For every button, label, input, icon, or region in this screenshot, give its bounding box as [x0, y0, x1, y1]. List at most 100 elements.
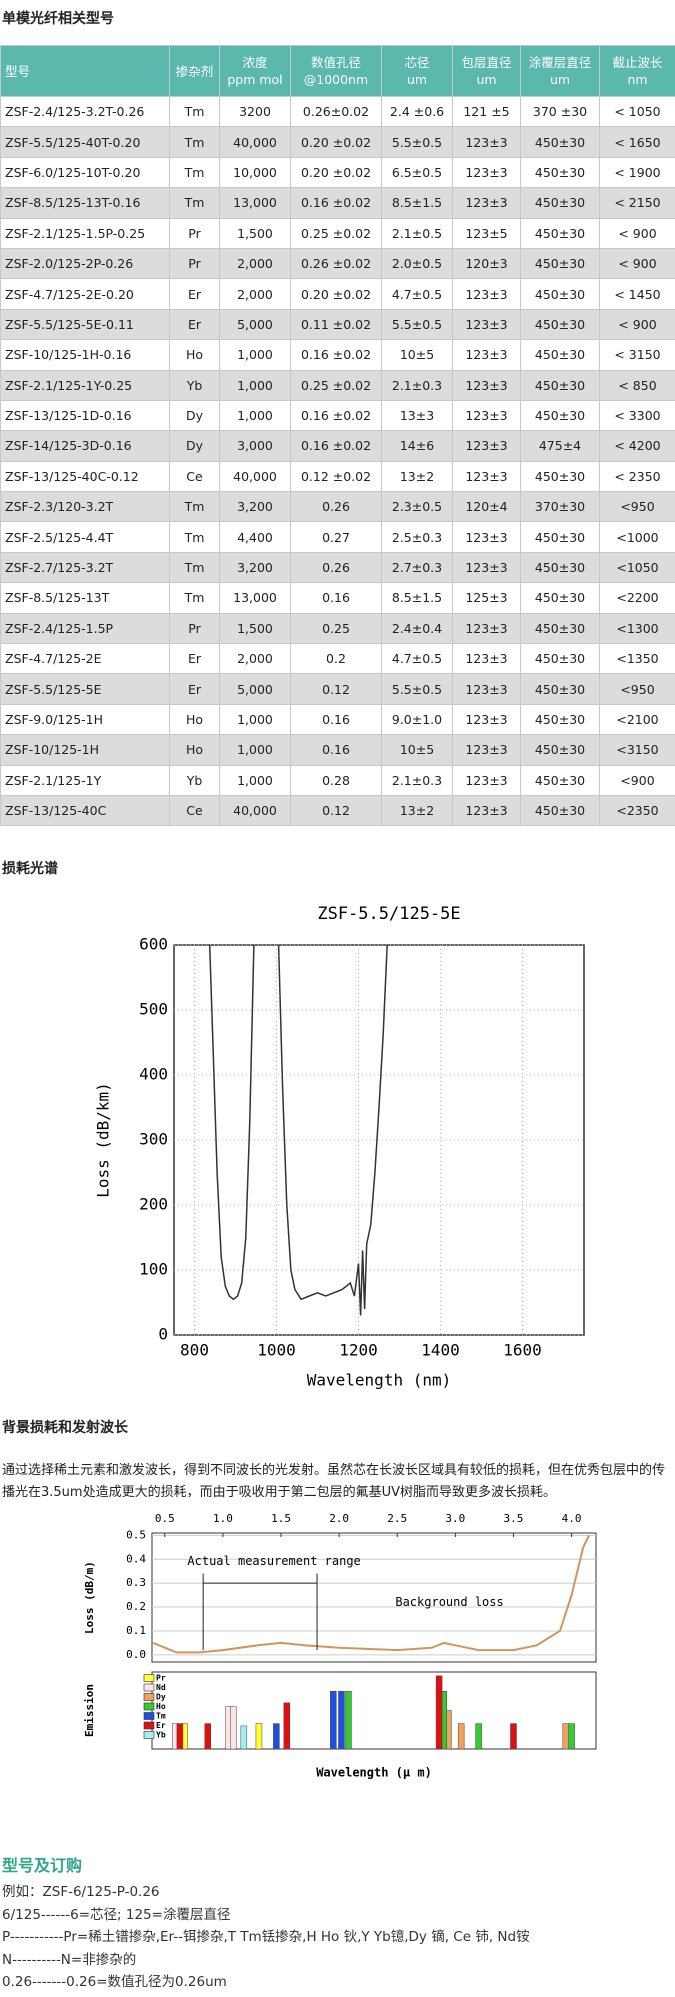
bar — [562, 1723, 570, 1750]
table-cell: 1,500 — [219, 217, 291, 249]
table-cell: ZSF-8.5/125-13T-0.16 — [0, 187, 170, 219]
table-cell: 123±3 — [452, 126, 521, 158]
table-cell: ZSF-4.7/125-2E — [0, 643, 170, 675]
table-cell: ZSF-2.1/125-1Y-0.25 — [0, 369, 170, 401]
table-cell: 123±3 — [452, 308, 521, 341]
table-cell: 40,000 — [219, 126, 291, 158]
table-cell: ZSF-4.7/125-2E-0.20 — [0, 278, 170, 310]
x-tick-label: 800 — [180, 1341, 209, 1360]
legend-label: Ho — [156, 1702, 166, 1711]
table-cell: 123±3 — [452, 339, 521, 371]
order-line: 0.26-------0.26=数值孔径为0.26um — [2, 1974, 227, 1990]
table-cell: ZSF-14/125-3D-0.16 — [0, 430, 170, 462]
table-cell: 123±5 — [452, 217, 521, 249]
table-cell: 120±3 — [452, 247, 521, 280]
table-cell: <950 — [599, 491, 675, 523]
table-cell: 450±30 — [520, 156, 600, 189]
table-cell: 13±2 — [381, 794, 453, 827]
table-cell: 0.27 — [290, 521, 382, 553]
table-cell: Dy — [169, 399, 220, 432]
table-cell: 120±4 — [452, 491, 521, 523]
header-cell: 型号 — [0, 45, 170, 97]
y-tick-label: 0.0 — [126, 1648, 146, 1661]
bar — [475, 1723, 482, 1750]
table-cell: Pr — [169, 612, 220, 645]
table-cell: Er — [169, 673, 220, 705]
header-text: 浓度 — [242, 55, 268, 70]
table-cell: 450±30 — [520, 582, 600, 614]
table-cell: ZSF-2.4/125-1.5P — [0, 612, 170, 645]
table-cell: 123±3 — [452, 460, 521, 493]
table-cell: 3200 — [219, 95, 291, 128]
table-cell: 450±30 — [520, 551, 600, 584]
table-cell: Tm — [169, 156, 220, 189]
header-text: nm — [627, 72, 648, 87]
table-cell: 0.16 ±0.02 — [290, 187, 382, 219]
order-line: N----------N=非掺杂的 — [2, 1951, 137, 1968]
table-cell: 2.4 ±0.6 — [381, 95, 453, 128]
y-tick-label: 0.4 — [126, 1552, 146, 1565]
table-cell: 2.1±0.3 — [381, 764, 453, 796]
table-cell: 450±30 — [520, 612, 600, 645]
plot-area — [151, 1532, 597, 1663]
order-lines: 例如：ZSF-6/125-P-0.26 6/125------6=芯径; 125=… — [2, 1881, 530, 1994]
table-cell: 123±3 — [452, 399, 521, 432]
header-text: 数值孔径 — [310, 55, 361, 70]
x-tick-label: 1000 — [257, 1341, 296, 1360]
bar — [255, 1723, 263, 1750]
table-cell: ZSF-13/125-1D-0.16 — [0, 399, 170, 432]
y-tick-label: 0.3 — [126, 1576, 146, 1589]
table-cell: 123±3 — [452, 521, 521, 553]
table-cell: 2,000 — [219, 247, 291, 280]
header-text: 涂覆层直径 — [528, 55, 592, 70]
table-cell: < 4200 — [599, 430, 675, 462]
table-cell: <1050 — [599, 551, 675, 584]
x-tick-label: 1.0 — [213, 1512, 233, 1525]
table-cell: 450±30 — [520, 734, 600, 766]
table-cell: 0.12 — [290, 673, 382, 705]
table-cell: 5,000 — [219, 308, 291, 341]
table-cell: Yb — [169, 764, 220, 796]
table-cell: < 1450 — [599, 278, 675, 310]
table-cell: 1,000 — [219, 369, 291, 401]
header-text: 芯径 — [404, 55, 430, 70]
table-cell: 0.16 ±0.02 — [290, 430, 382, 462]
table-cell: 8.5±1.5 — [381, 187, 453, 219]
table-cell: Pr — [169, 217, 220, 249]
table-cell: 5.5±0.5 — [381, 673, 453, 705]
table-row: ZSF-2.0/125-2P-0.26 Pr 2,000 0.26 ±0.02 2.0±… — [0, 247, 675, 280]
table-row: ZSF-5.5/125-5E-0.11 Er 5,000 0.11 ±0.02 5.5±… — [0, 308, 675, 341]
table-cell: 475±4 — [520, 430, 600, 462]
table-cell: ZSF-9.0/125-1H — [0, 703, 170, 736]
bar — [283, 1702, 291, 1750]
annotation: Actual measurement range — [187, 1554, 360, 1568]
bar — [330, 1691, 337, 1750]
table-cell: < 2350 — [599, 460, 675, 493]
table-cell: 450±30 — [520, 278, 600, 310]
table-cell: 450±30 — [520, 369, 600, 401]
table-cell: 0.25 ±0.02 — [290, 369, 382, 401]
data-line — [208, 944, 388, 1316]
x-tick-label: 2.0 — [329, 1512, 349, 1525]
y-tick-label: 0.2 — [126, 1600, 146, 1613]
x-tick-label: 1400 — [421, 1341, 460, 1360]
table-cell: 123±3 — [452, 703, 521, 736]
section-title: 损耗光谱 — [2, 861, 58, 877]
table-row: ZSF-13/125-40C-0.12 Ce 40,000 0.12 ±0.02 13±… — [0, 460, 675, 493]
table-row: ZSF-2.5/125-4.4T Tm 4,400 0.27 2.5±0.3 123±3 4… — [0, 521, 675, 553]
table-row: ZSF-13/125-1D-0.16 Dy 1,000 0.16 ±0.02 13±3 1… — [0, 399, 675, 432]
table-cell: 0.16 ±0.02 — [290, 399, 382, 432]
table-cell: Yb — [169, 369, 220, 401]
table-cell: 8.5±1.5 — [381, 582, 453, 614]
table-cell: 2.0±0.5 — [381, 247, 453, 280]
table-cell: 4.7±0.5 — [381, 643, 453, 675]
table-cell: 123±3 — [452, 369, 521, 401]
table-cell: ZSF-2.4/125-3.2T-0.26 — [0, 95, 170, 128]
table-cell: 0.28 — [290, 764, 382, 796]
table-cell: 5.5±0.5 — [381, 308, 453, 341]
x-tick-label: 2.5 — [387, 1512, 407, 1525]
legend-swatch — [143, 1693, 155, 1701]
table-cell: 2.4±0.4 — [381, 612, 453, 645]
table-cell: Ho — [169, 703, 220, 736]
table-cell: 121 ±5 — [452, 95, 521, 128]
